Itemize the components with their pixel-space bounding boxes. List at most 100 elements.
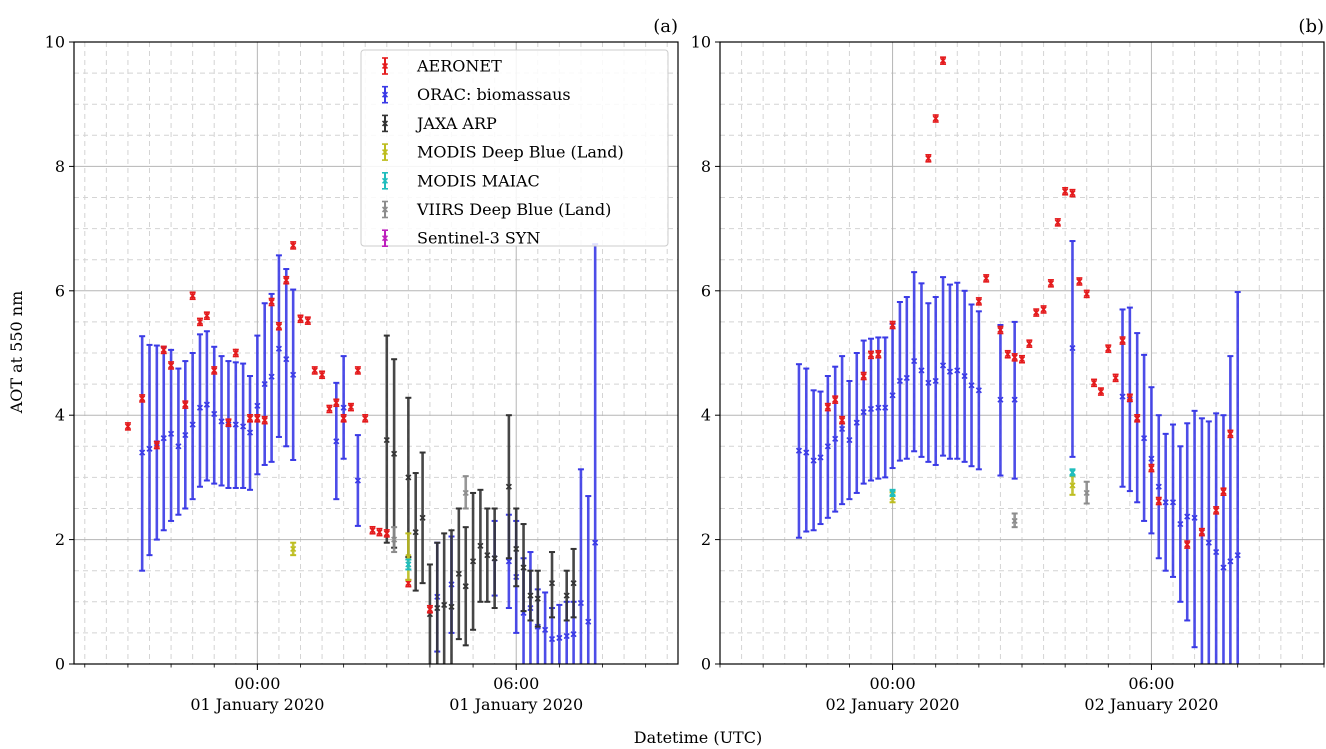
series-viirs-deep-blue-land bbox=[391, 475, 469, 554]
data-point bbox=[246, 415, 254, 422]
data-point bbox=[925, 379, 932, 386]
data-point bbox=[254, 402, 261, 409]
data-point bbox=[376, 529, 383, 536]
data-point bbox=[824, 404, 831, 411]
data-point bbox=[283, 356, 290, 363]
data-point bbox=[391, 450, 398, 457]
data-point bbox=[290, 371, 297, 378]
data-point bbox=[340, 404, 347, 411]
data-point bbox=[983, 275, 990, 282]
data-point bbox=[903, 374, 910, 381]
x-tick-label-time: 06:00 bbox=[493, 674, 539, 693]
x-axis-label: Datetime (UTC) bbox=[634, 728, 762, 747]
data-point bbox=[1162, 499, 1169, 506]
data-point bbox=[160, 346, 167, 353]
data-point bbox=[275, 345, 282, 352]
data-point bbox=[832, 396, 839, 403]
data-point bbox=[1119, 337, 1126, 344]
data-point bbox=[491, 555, 498, 562]
legend-marker-point bbox=[381, 206, 389, 213]
data-point bbox=[304, 317, 311, 324]
data-point bbox=[182, 401, 189, 408]
data-point bbox=[534, 595, 541, 602]
data-point bbox=[939, 57, 947, 64]
data-point bbox=[570, 580, 577, 587]
data-point bbox=[1213, 507, 1220, 514]
data-point bbox=[383, 530, 390, 537]
data-point bbox=[918, 367, 925, 374]
data-point bbox=[1234, 552, 1241, 559]
data-point bbox=[362, 415, 369, 422]
data-point bbox=[997, 396, 1004, 403]
data-point bbox=[124, 423, 131, 430]
data-point bbox=[369, 527, 376, 534]
data-point bbox=[1126, 394, 1133, 401]
data-point bbox=[1069, 482, 1076, 489]
data-point bbox=[232, 421, 239, 428]
data-point bbox=[268, 373, 275, 380]
data-point bbox=[153, 441, 160, 449]
data-point bbox=[354, 367, 361, 374]
y-tick-label: 6 bbox=[701, 281, 711, 300]
legend-marker-point bbox=[381, 62, 389, 70]
data-point bbox=[189, 421, 196, 428]
data-point bbox=[592, 539, 599, 546]
series-aeronet bbox=[124, 241, 433, 614]
x-tick-label-time: 00:00 bbox=[234, 674, 280, 693]
data-point bbox=[548, 636, 556, 643]
data-point bbox=[1184, 541, 1191, 548]
legend-marker-point bbox=[381, 120, 389, 127]
data-point bbox=[1069, 190, 1076, 197]
data-point bbox=[1134, 415, 1141, 422]
series-orac-biomassaus bbox=[139, 243, 599, 664]
series-jaxa-arp bbox=[383, 334, 577, 664]
data-point bbox=[1076, 278, 1083, 285]
legend-box bbox=[360, 49, 669, 247]
data-point bbox=[261, 381, 268, 388]
data-point bbox=[1026, 340, 1033, 347]
data-point bbox=[240, 423, 247, 430]
panel-label: (a) bbox=[653, 16, 678, 37]
data-point bbox=[1090, 379, 1098, 386]
series-modis-deep-blue-land bbox=[889, 475, 1076, 504]
x-tick-label-time: 06:00 bbox=[1128, 674, 1174, 693]
series-modis-deep-blue-land bbox=[290, 532, 412, 582]
data-point bbox=[434, 604, 441, 612]
y-tick-label: 10 bbox=[691, 33, 711, 52]
data-point bbox=[283, 277, 290, 284]
data-point bbox=[275, 323, 282, 330]
plot-frame bbox=[719, 41, 1325, 665]
data-point bbox=[1083, 489, 1090, 497]
data-point bbox=[1155, 497, 1162, 505]
legend-marker-point bbox=[381, 91, 389, 98]
data-point bbox=[1011, 354, 1018, 361]
data-point bbox=[1184, 513, 1191, 520]
data-point bbox=[527, 592, 534, 599]
series-modis-maiac bbox=[889, 468, 1076, 498]
data-point bbox=[168, 430, 175, 437]
data-point bbox=[1205, 539, 1212, 546]
data-point bbox=[860, 409, 867, 416]
x-tick-label-date: 02 January 2020 bbox=[826, 695, 960, 714]
data-point bbox=[232, 349, 239, 357]
data-point bbox=[412, 529, 419, 536]
data-point bbox=[1083, 290, 1090, 297]
data-point bbox=[954, 367, 961, 374]
data-point bbox=[1112, 374, 1119, 381]
x-tick-label-time: 00:00 bbox=[870, 674, 916, 693]
data-point bbox=[462, 489, 469, 497]
data-point bbox=[839, 417, 846, 424]
data-point bbox=[405, 580, 412, 587]
data-point bbox=[405, 474, 412, 481]
y-tick-label: 0 bbox=[55, 655, 65, 674]
data-point bbox=[448, 603, 455, 610]
data-point bbox=[889, 392, 896, 399]
data-point bbox=[462, 583, 469, 590]
y-tick-label: 8 bbox=[55, 157, 65, 176]
data-point bbox=[1198, 529, 1205, 536]
data-point bbox=[139, 395, 146, 402]
data-point bbox=[556, 634, 563, 641]
data-point bbox=[932, 115, 939, 122]
data-point bbox=[405, 561, 412, 568]
